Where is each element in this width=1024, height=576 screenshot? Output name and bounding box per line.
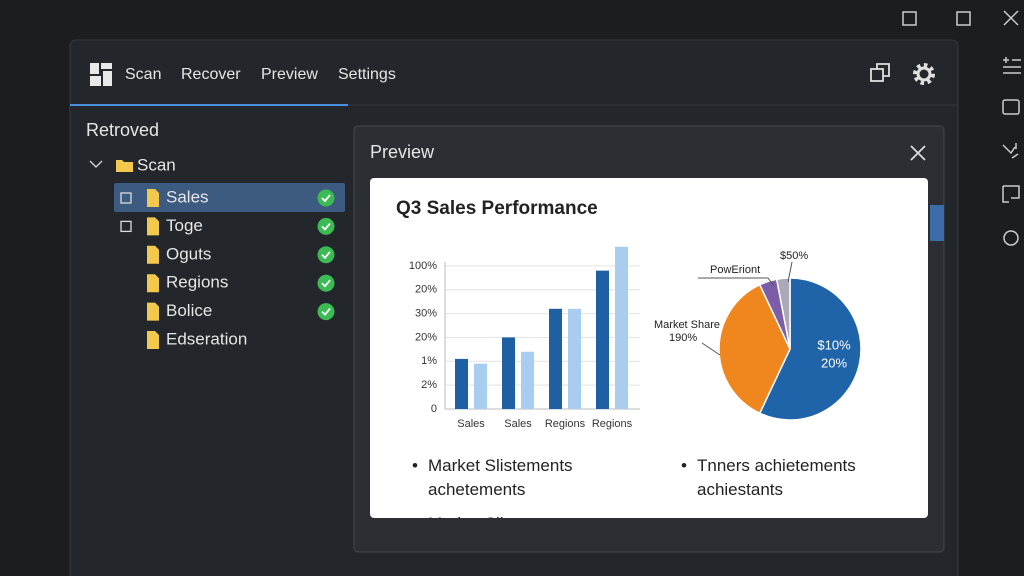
slide-title: Q3 Sales Performance <box>396 198 598 219</box>
verified-check <box>321 279 331 288</box>
tree-item[interactable]: Oguts <box>166 244 211 263</box>
maximize[interactable] <box>956 11 971 26</box>
pie-annotation: Market Share <box>654 319 720 331</box>
icon[interactable] <box>1002 99 1020 115</box>
pie-annotation: $10% <box>817 337 851 352</box>
pie-annotation: 20% <box>821 355 847 370</box>
file-icon <box>147 302 159 321</box>
y-tick-label: 1% <box>421 355 437 367</box>
file-icon <box>147 245 159 264</box>
leader-line <box>698 277 775 287</box>
bar <box>615 246 628 409</box>
x-tick-label: Sales <box>457 418 485 430</box>
y-tick-label: 2% <box>421 379 437 391</box>
selected-row <box>114 183 345 212</box>
verified-check <box>321 308 331 316</box>
tree-root[interactable]: Scan <box>137 155 176 174</box>
y-tick-label: 100% <box>409 260 437 272</box>
icon[interactable] <box>1002 185 1020 203</box>
folder-icon <box>116 160 133 172</box>
leader-line <box>701 342 721 356</box>
verified-check <box>321 194 331 203</box>
pie-annotation: 190% <box>669 332 697 344</box>
verified-icon <box>317 189 335 207</box>
toolbar-icon[interactable] <box>870 63 890 82</box>
tree-item[interactable]: Toge <box>166 216 203 235</box>
verified-check <box>321 222 331 231</box>
dialog-title: Preview <box>370 142 435 162</box>
menu-item[interactable]: Recover <box>181 66 241 83</box>
tree-item[interactable]: Bolice <box>166 301 212 320</box>
slide <box>370 178 928 518</box>
menu-item[interactable]: Settings <box>338 66 396 83</box>
x-tick-label: Sales <box>504 418 532 430</box>
bar <box>568 308 581 409</box>
leader-line <box>787 261 793 283</box>
icon[interactable] <box>1002 143 1019 159</box>
bar <box>521 351 534 409</box>
pie-slice <box>758 277 862 421</box>
verified-check <box>321 251 331 260</box>
scroll-tab <box>930 205 944 241</box>
checkbox[interactable] <box>120 192 132 204</box>
menu-item[interactable]: Preview <box>261 66 318 83</box>
verified-icon <box>317 274 335 292</box>
x-tick-label: Regions <box>545 418 586 430</box>
tree-item[interactable]: Edseration <box>166 329 247 348</box>
file-icon <box>147 331 159 349</box>
pie-slice <box>775 277 791 350</box>
y-tick-label: 30% <box>415 307 437 319</box>
close-dialog[interactable] <box>910 145 926 161</box>
y-tick-label: 20% <box>415 331 437 343</box>
checkbox[interactable] <box>120 220 132 233</box>
tree-item[interactable]: Regions <box>166 273 228 292</box>
bullet: Market Slistements achetements <box>412 454 608 502</box>
pie-annotation: PowEriont <box>710 264 760 276</box>
close-window[interactable] <box>1003 10 1019 26</box>
bar-chart: 0 2% 1% 20% 30% 20% 100% Sales Sales Regions Regio… <box>409 246 640 430</box>
bullet: Market Slistements <box>412 512 608 518</box>
expand-chevron[interactable] <box>89 160 103 169</box>
settings-icon[interactable] <box>913 63 935 85</box>
file-icon <box>147 217 159 236</box>
bar <box>549 308 562 409</box>
bar <box>455 358 468 409</box>
x-tick-label: Regions <box>592 418 633 430</box>
bar <box>596 270 609 409</box>
icon[interactable] <box>1003 57 1021 74</box>
pie-slice <box>718 283 791 415</box>
y-tick-label: 0 <box>431 403 437 415</box>
logo <box>90 63 112 86</box>
tree-item[interactable]: Sales <box>166 187 209 206</box>
icon[interactable] <box>1003 230 1019 246</box>
verified-icon <box>317 217 335 235</box>
minimize[interactable] <box>902 11 917 26</box>
file-icon <box>147 274 159 293</box>
bar <box>474 363 487 409</box>
side-strip <box>1002 57 1021 246</box>
pie-annotation: $50% <box>780 250 808 262</box>
y-tick-label: 20% <box>415 284 437 296</box>
tree: Sales Toge Oguts Regions Bolice Edseration <box>114 183 345 349</box>
sidebar-title: Retroved <box>86 120 159 140</box>
bar <box>502 337 515 409</box>
verified-icon <box>317 246 335 264</box>
verified-icon <box>317 303 335 321</box>
file-icon <box>147 189 159 207</box>
bullet: Tnners achietements achiestants <box>681 454 897 502</box>
bullet-list: Market Slistements achetements Tnners ach… <box>412 454 912 518</box>
menu-item[interactable]: Scan <box>125 66 161 83</box>
